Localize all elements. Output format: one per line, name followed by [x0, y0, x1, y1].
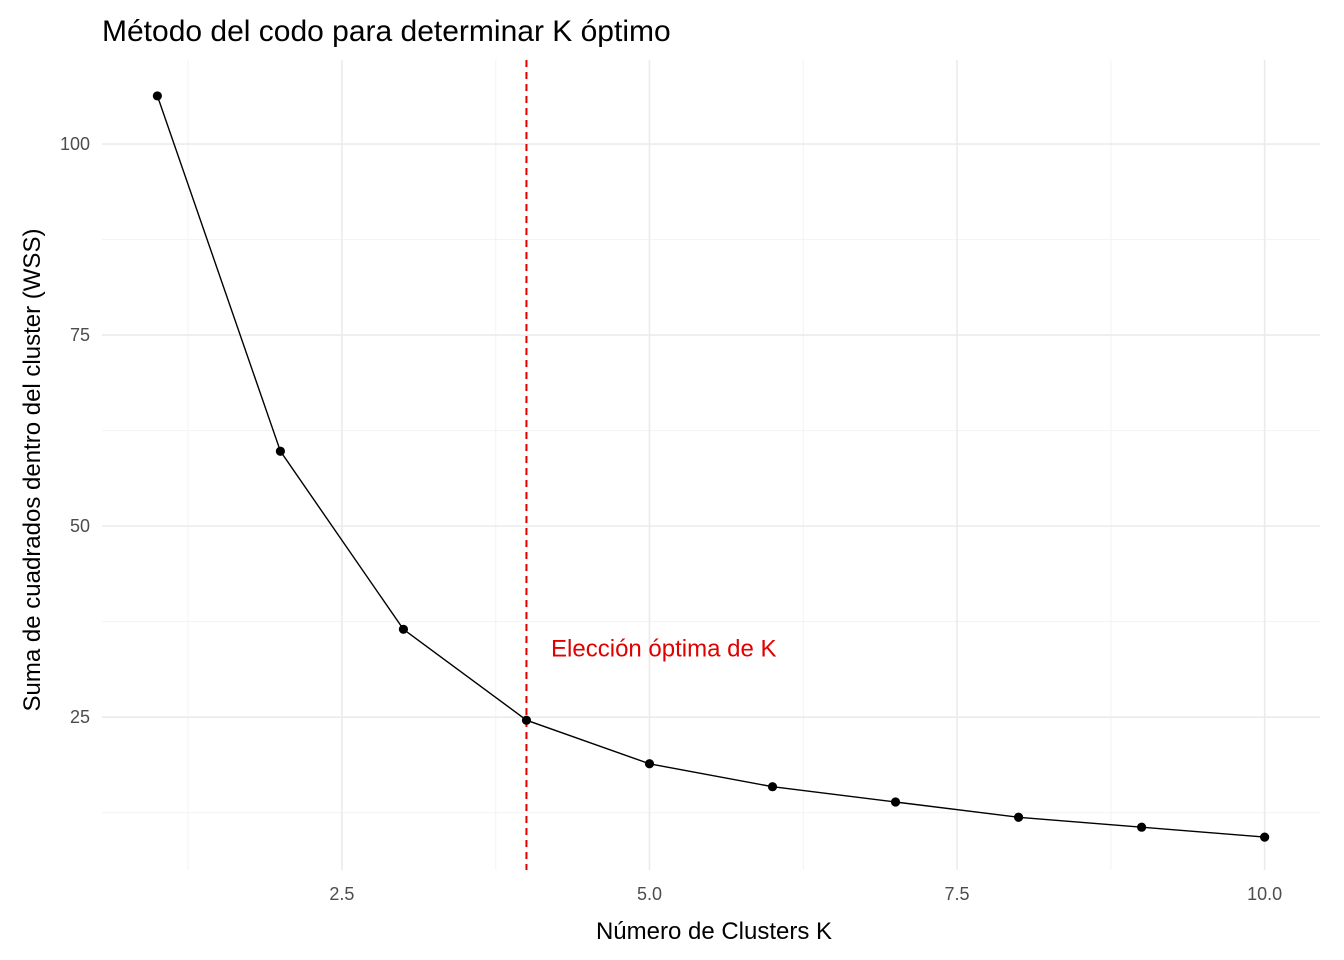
grid — [102, 60, 1320, 870]
y-tick-label-0: 25 — [70, 707, 90, 727]
wss-series-line — [156, 95, 1265, 838]
y-axis-title: Suma de cuadrados dentro del cluster (WS… — [19, 229, 46, 712]
data-point-k4 — [521, 715, 532, 725]
x-tick-label-0: 2.5 — [329, 884, 354, 904]
data-point-k1 — [152, 91, 162, 101]
data-point-k6 — [767, 782, 778, 792]
x-tick-label-3: 10.0 — [1247, 884, 1282, 904]
data-point-k9 — [1137, 822, 1147, 832]
data-point-k2 — [275, 446, 285, 456]
data-point-k3 — [398, 624, 409, 634]
data-point-k7 — [890, 797, 901, 807]
y-tick-label-1: 50 — [70, 516, 90, 536]
tick-labels: 2.5 5.0 7.5 10.0 25 50 75 100 — [60, 134, 1282, 904]
x-axis-title: Número de Clusters K — [596, 918, 832, 945]
data-point-k10 — [1260, 832, 1270, 842]
chart-title: Método del codo para determinar K óptimo — [102, 15, 671, 48]
y-tick-label-3: 100 — [60, 134, 90, 154]
annotation-label: Elección óptima de K — [551, 635, 776, 662]
x-tick-label-2: 7.5 — [945, 884, 970, 904]
data-point-k8 — [1013, 812, 1024, 822]
y-tick-label-2: 75 — [70, 325, 90, 345]
x-tick-label-1: 5.0 — [637, 884, 662, 904]
data-point-k5 — [644, 759, 655, 769]
series-layer — [152, 91, 1270, 842]
